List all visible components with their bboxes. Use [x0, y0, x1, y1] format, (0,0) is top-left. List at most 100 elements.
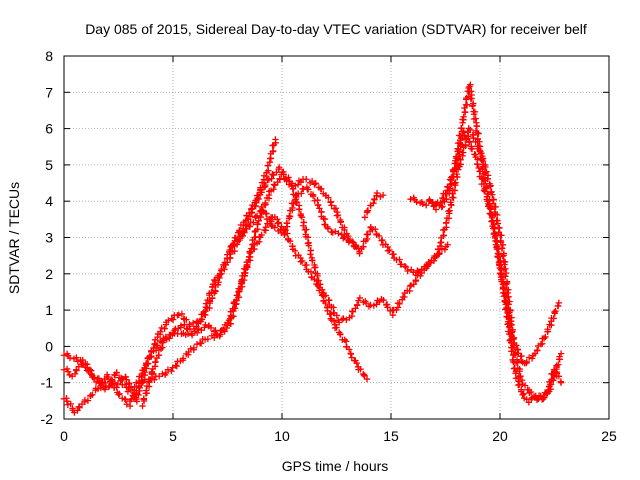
data-point — [384, 247, 392, 254]
data-point — [384, 304, 391, 311]
data-point — [550, 315, 557, 322]
data-point — [528, 355, 536, 362]
data-point — [504, 309, 511, 317]
data-point — [494, 245, 501, 253]
data-point — [184, 330, 192, 338]
data-point — [138, 373, 145, 381]
data-point — [492, 203, 499, 211]
data-point — [375, 232, 383, 240]
data-point — [330, 317, 338, 325]
data-point — [235, 288, 242, 296]
data-point — [386, 246, 393, 254]
data-point — [364, 207, 371, 215]
data-point — [162, 369, 170, 377]
data-point — [362, 299, 370, 307]
data-point — [406, 282, 414, 290]
data-point — [226, 246, 233, 254]
series-track-d — [139, 213, 451, 410]
data-point — [461, 132, 468, 139]
data-point — [147, 376, 154, 383]
series-track-g — [407, 128, 565, 406]
data-point — [552, 307, 559, 315]
data-point — [160, 335, 167, 342]
data-marks — [60, 81, 565, 416]
data-point — [272, 136, 279, 143]
data-point — [500, 281, 508, 288]
data-point — [105, 383, 112, 391]
data-point — [258, 231, 265, 239]
y-tick-label: -1 — [41, 375, 54, 391]
data-point — [434, 246, 442, 253]
y-tick-label: 2 — [45, 266, 53, 282]
data-point — [446, 207, 453, 214]
data-point — [300, 222, 307, 229]
data-point — [480, 187, 488, 194]
data-point — [168, 367, 175, 375]
data-point — [278, 171, 285, 178]
data-point — [158, 324, 165, 332]
data-point — [378, 236, 386, 244]
data-point — [312, 180, 319, 187]
y-axis: -2 -1 0 1 2 3 4 5 6 7 8 — [41, 48, 609, 427]
data-point — [333, 312, 340, 319]
data-point — [193, 329, 201, 337]
data-point — [314, 282, 322, 290]
data-point — [361, 214, 369, 221]
y-tick-label: 0 — [45, 338, 53, 354]
data-point — [340, 315, 347, 322]
data-point — [179, 355, 187, 362]
data-point — [236, 227, 243, 234]
data-point — [442, 190, 449, 198]
data-point — [275, 164, 283, 171]
data-point — [116, 390, 123, 398]
data-point — [473, 122, 480, 130]
data-point — [379, 191, 387, 199]
data-point — [396, 300, 403, 308]
data-point — [511, 359, 519, 366]
data-point — [334, 211, 342, 219]
data-point — [211, 276, 218, 284]
data-point — [347, 350, 354, 357]
data-point — [304, 234, 312, 241]
data-point — [98, 380, 106, 387]
data-point — [252, 213, 259, 221]
data-point — [499, 285, 507, 292]
data-point — [318, 185, 325, 193]
data-point — [510, 351, 517, 359]
data-point — [71, 370, 79, 378]
data-point — [322, 299, 329, 307]
data-point — [178, 310, 186, 318]
series-track-b — [60, 164, 371, 395]
data-point — [204, 335, 212, 343]
data-point — [371, 196, 378, 203]
data-point — [324, 307, 331, 315]
y-tick-label: 5 — [45, 157, 53, 173]
data-point — [547, 381, 555, 388]
x-axis: 0 5 10 15 20 25 — [60, 56, 617, 444]
data-point — [64, 368, 72, 375]
data-point — [63, 397, 71, 405]
data-point — [494, 220, 502, 227]
data-point — [211, 277, 219, 284]
data-point — [83, 364, 91, 372]
data-point — [169, 331, 176, 338]
data-point — [333, 324, 340, 331]
data-point — [224, 259, 231, 266]
data-point — [322, 292, 330, 299]
data-point — [124, 388, 132, 395]
data-point — [152, 359, 159, 366]
data-point — [289, 185, 296, 193]
data-point — [318, 286, 326, 293]
data-point — [423, 264, 430, 272]
data-point — [373, 189, 381, 197]
data-point — [459, 149, 466, 156]
data-point — [171, 327, 178, 334]
data-point — [364, 207, 372, 214]
data-point — [262, 199, 269, 207]
data-point — [437, 199, 444, 206]
data-point — [97, 382, 104, 390]
chart-title: Day 085 of 2015, Sidereal Day-to-day VTE… — [85, 21, 587, 37]
data-point — [283, 177, 290, 184]
data-point — [122, 396, 129, 403]
